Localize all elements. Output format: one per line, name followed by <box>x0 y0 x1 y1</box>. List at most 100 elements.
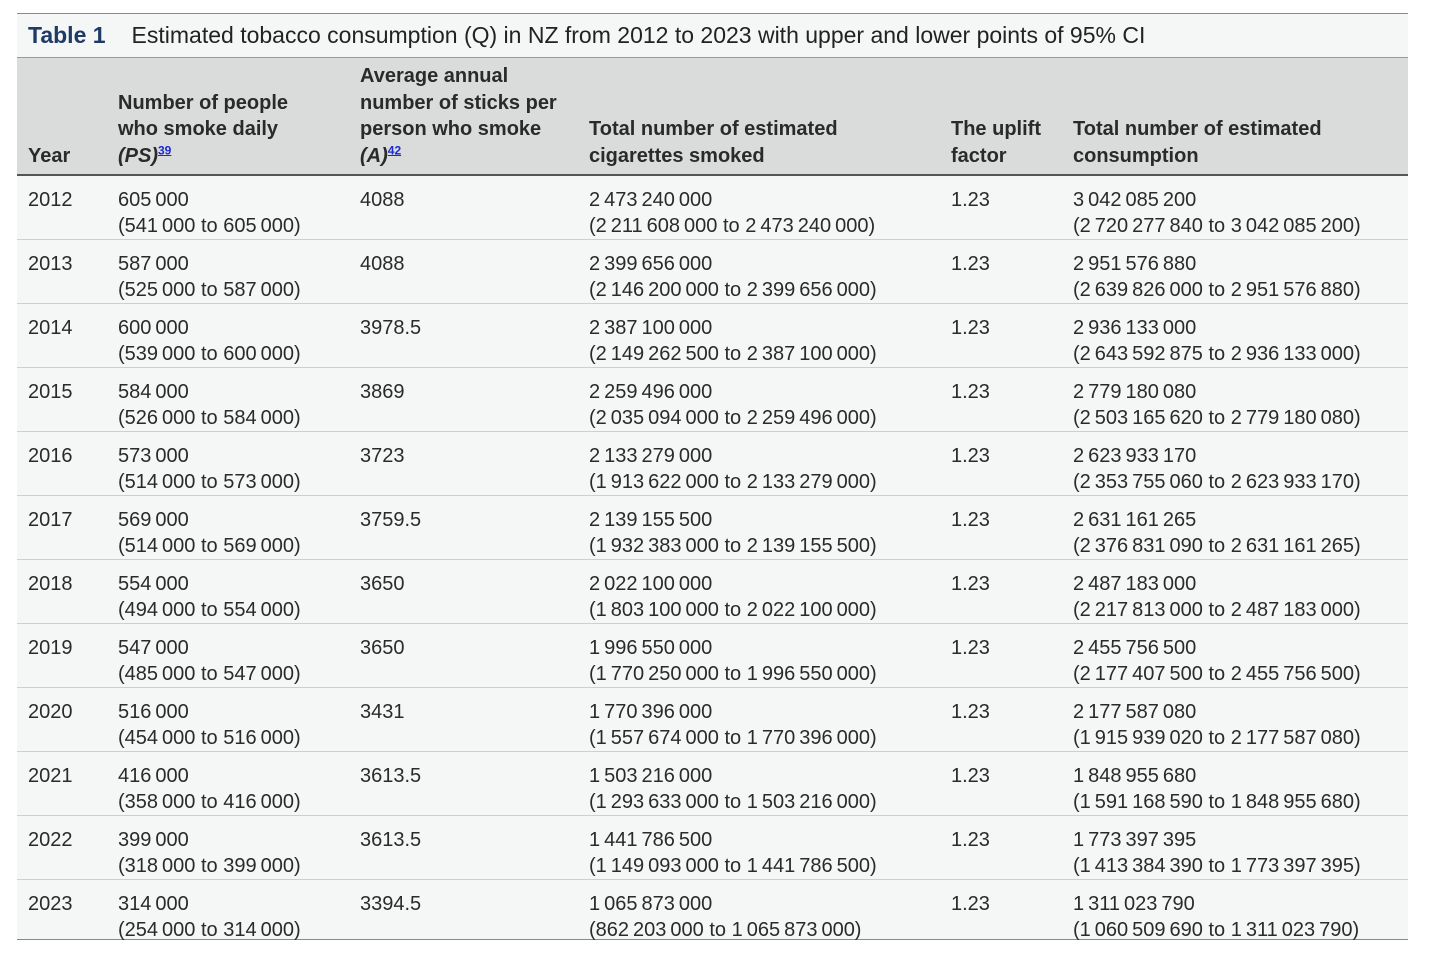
reference-link-42[interactable]: 42 <box>387 142 402 157</box>
people-smoking-value: 416 000 <box>118 765 189 787</box>
people-smoking-value: 584 000 <box>118 381 189 403</box>
total-cigarettes-value: 2 473 240 000 <box>589 189 713 211</box>
header-ps-line: Number of people <box>118 91 289 114</box>
people-smoking-ci: (494 000 to 554 000) <box>118 599 301 621</box>
total-consumption-ci: (1 591 168 590 to 1 848 955 680) <box>1073 791 1361 813</box>
cell-people-smoking: 416 000 (358 000 to 416 000) <box>107 751 349 816</box>
table-row: 2018 554 000 (494 000 to 554 000) 3650 2… <box>17 559 1408 624</box>
cell-uplift-factor: 1.23 <box>940 880 1062 944</box>
cell-uplift-factor: 1.23 <box>940 495 1062 560</box>
cell-uplift-factor: 1.23 <box>940 559 1062 624</box>
total-cigarettes-value: 2 139 155 500 <box>589 509 713 531</box>
total-consumption-ci: (2 503 165 620 to 2 779 180 080) <box>1073 407 1361 429</box>
cell-average-sticks: 3613.5 <box>349 751 578 816</box>
cell-total-consumption: 2 487 183 000 (2 217 813 000 to 2 487 18… <box>1062 559 1408 624</box>
header-year-label: Year <box>28 144 71 167</box>
people-smoking-value: 569 000 <box>118 509 189 531</box>
total-consumption-ci: (2 217 813 000 to 2 487 183 000) <box>1073 599 1361 621</box>
total-cigarettes-ci: (2 035 094 000 to 2 259 496 000) <box>589 407 877 429</box>
uplift-factor-value: 1.23 <box>951 893 990 915</box>
uplift-factor-value: 1.23 <box>951 381 990 403</box>
header-total-consumption: Total number of estimated consumption <box>1062 58 1408 176</box>
year-value: 2019 <box>28 637 73 659</box>
header-total-line: cigarettes smoked <box>589 144 765 167</box>
total-cigarettes-ci: (2 146 200 000 to 2 399 656 000) <box>589 279 877 301</box>
cell-uplift-factor: 1.23 <box>940 239 1062 304</box>
total-consumption-value: 3 042 085 200 <box>1073 189 1197 211</box>
reference-link-39[interactable]: 39 <box>158 142 172 157</box>
uplift-factor-value: 1.23 <box>951 637 990 659</box>
table-header: Year Number of people who smoke daily (P… <box>17 58 1408 176</box>
year-value: 2017 <box>28 509 73 531</box>
people-smoking-value: 605 000 <box>118 189 189 211</box>
year-value: 2013 <box>28 253 73 275</box>
cell-total-consumption: 2 623 933 170 (2 353 755 060 to 2 623 93… <box>1062 431 1408 496</box>
people-smoking-ci: (254 000 to 314 000) <box>118 919 301 941</box>
cell-total-cigarettes: 2 139 155 500 (1 932 383 000 to 2 139 15… <box>578 495 940 560</box>
table-container: Table 1 Estimated tobacco consumption (Q… <box>17 13 1408 943</box>
total-consumption-value: 2 455 756 500 <box>1073 637 1197 659</box>
total-consumption-value: 1 773 397 395 <box>1073 829 1197 851</box>
header-uplift-line: The uplift <box>951 118 1041 140</box>
cell-total-cigarettes: 1 770 396 000 (1 557 674 000 to 1 770 39… <box>578 687 940 752</box>
cell-average-sticks: 3613.5 <box>349 815 578 880</box>
average-sticks-value: 3394.5 <box>360 893 422 915</box>
table-title: Estimated tobacco consumption (Q) in NZ … <box>131 22 1146 48</box>
cell-year: 2014 <box>17 303 107 368</box>
total-cigarettes-ci: (1 770 250 000 to 1 996 550 000) <box>589 663 877 685</box>
total-cigarettes-value: 2 133 279 000 <box>589 445 713 467</box>
year-value: 2020 <box>28 701 73 723</box>
average-sticks-value: 3978.5 <box>360 317 422 339</box>
header-a-line: Average annual <box>360 65 509 87</box>
cell-people-smoking: 584 000 (526 000 to 584 000) <box>107 367 349 432</box>
total-consumption-ci: (1 060 509 690 to 1 311 023 790) <box>1073 919 1360 941</box>
total-consumption-ci: (1 915 939 020 to 2 177 587 080) <box>1073 727 1361 749</box>
people-smoking-value: 314 000 <box>118 893 189 915</box>
table-body: 2012 605 000 (541 000 to 605 000) 4088 2… <box>17 175 1408 943</box>
average-sticks-value: 3613.5 <box>360 829 422 851</box>
table-row: 2019 547 000 (485 000 to 547 000) 3650 1… <box>17 623 1408 688</box>
header-a-abbr: (A) <box>360 144 388 167</box>
people-smoking-value: 600 000 <box>118 317 189 339</box>
cell-people-smoking: 516 000 (454 000 to 516 000) <box>107 687 349 752</box>
cell-year: 2018 <box>17 559 107 624</box>
cell-total-consumption: 1 848 955 680 (1 591 168 590 to 1 848 95… <box>1062 751 1408 816</box>
total-consumption-value: 2 177 587 080 <box>1073 701 1197 723</box>
cell-uplift-factor: 1.23 <box>940 303 1062 368</box>
cell-average-sticks: 3650 <box>349 559 578 624</box>
cell-average-sticks: 3650 <box>349 623 578 688</box>
cell-total-consumption: 2 951 576 880 (2 639 826 000 to 2 951 57… <box>1062 239 1408 304</box>
cell-year: 2015 <box>17 367 107 432</box>
total-cigarettes-ci: (2 149 262 500 to 2 387 100 000) <box>589 343 877 365</box>
table-row: 2022 399 000 (318 000 to 399 000) 3613.5… <box>17 815 1408 880</box>
total-cigarettes-ci: (1 149 093 000 to 1 441 786 500) <box>589 855 877 877</box>
header-cons-line: consumption <box>1073 144 1199 167</box>
cell-year: 2022 <box>17 815 107 880</box>
uplift-factor-value: 1.23 <box>951 445 990 467</box>
uplift-factor-value: 1.23 <box>951 701 990 723</box>
total-cigarettes-value: 2 399 656 000 <box>589 253 713 275</box>
people-smoking-ci: (485 000 to 547 000) <box>118 663 301 685</box>
cell-uplift-factor: 1.23 <box>940 623 1062 688</box>
cell-uplift-factor: 1.23 <box>940 687 1062 752</box>
total-cigarettes-value: 1 996 550 000 <box>589 637 713 659</box>
cell-people-smoking: 569 000 (514 000 to 569 000) <box>107 495 349 560</box>
people-smoking-value: 399 000 <box>118 829 189 851</box>
header-uplift-factor: The uplift factor <box>940 58 1062 176</box>
cell-average-sticks: 4088 <box>349 175 578 240</box>
people-smoking-value: 547 000 <box>118 637 189 659</box>
total-cigarettes-value: 1 503 216 000 <box>589 765 713 787</box>
year-value: 2018 <box>28 573 73 595</box>
average-sticks-value: 3723 <box>360 445 405 467</box>
cell-uplift-factor: 1.23 <box>940 815 1062 880</box>
total-consumption-ci: (2 720 277 840 to 3 042 085 200) <box>1073 215 1361 237</box>
cell-average-sticks: 3431 <box>349 687 578 752</box>
cell-people-smoking: 547 000 (485 000 to 547 000) <box>107 623 349 688</box>
header-year: Year <box>17 58 107 176</box>
total-consumption-value: 2 487 183 000 <box>1073 573 1197 595</box>
table-row: 2021 416 000 (358 000 to 416 000) 3613.5… <box>17 751 1408 816</box>
cell-people-smoking: 554 000 (494 000 to 554 000) <box>107 559 349 624</box>
total-cigarettes-ci: (862 203 000 to 1 065 873 000) <box>589 919 862 941</box>
table-row: 2012 605 000 (541 000 to 605 000) 4088 2… <box>17 175 1408 240</box>
total-consumption-ci: (2 639 826 000 to 2 951 576 880) <box>1073 279 1361 301</box>
